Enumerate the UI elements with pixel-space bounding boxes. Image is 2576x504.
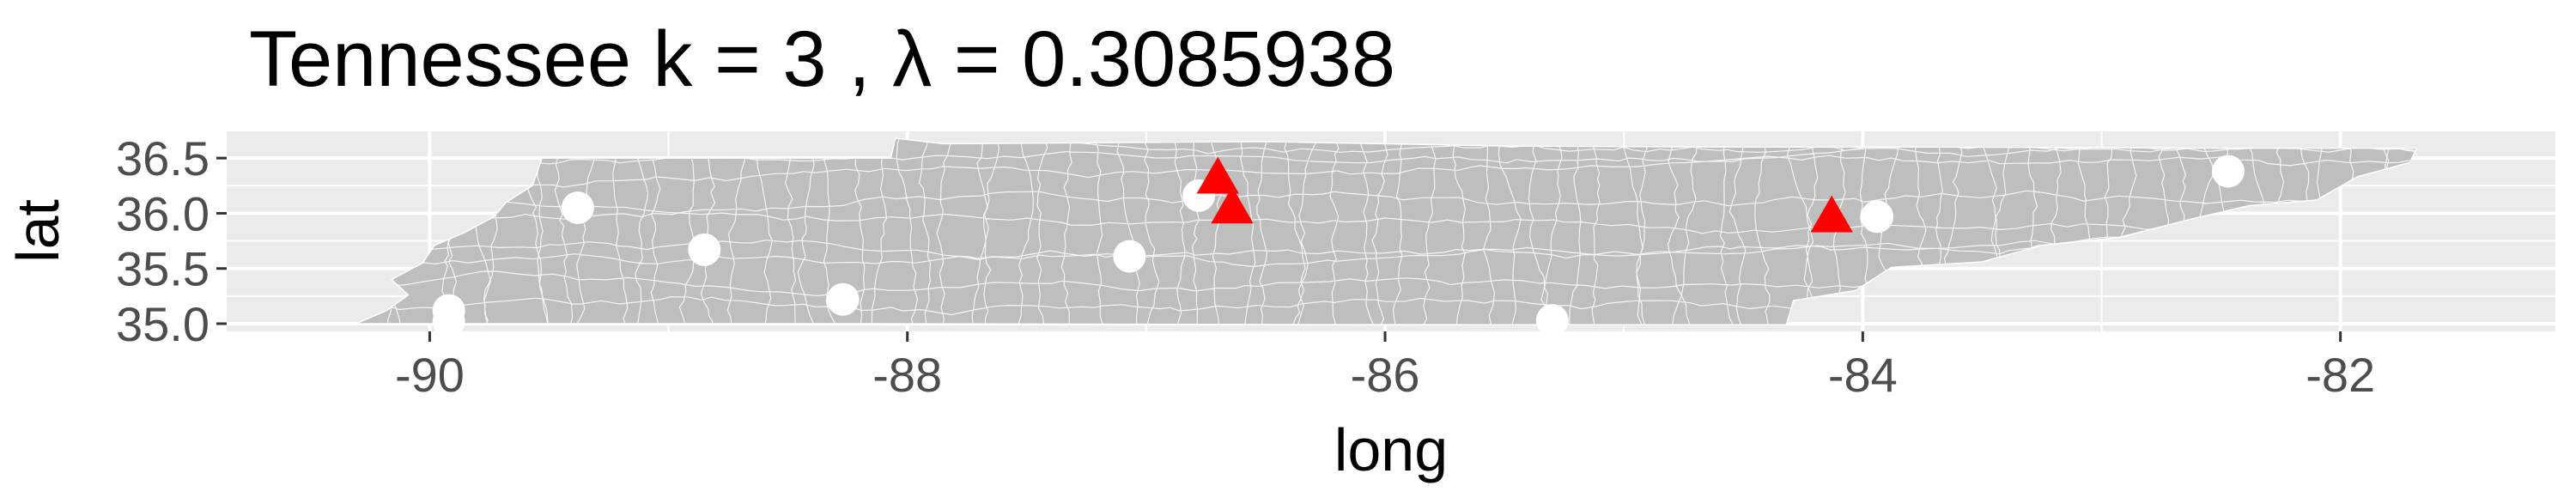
x-axis-title: long [1334,416,1448,483]
y-tick-label: 36.0 [116,186,210,240]
cluster-center-point [1211,186,1254,224]
tract-point [561,191,594,224]
tract-point [826,282,860,316]
x-tick-label: -82 [2306,348,2375,402]
y-axis-title: lat [4,199,71,263]
x-tick-label: -86 [1351,348,1420,402]
tract-point [1861,200,1894,234]
data-points [432,155,2245,338]
tract-point [1113,240,1146,273]
x-tick-label: -88 [872,348,942,402]
chart-title: Tennessee k = 3 , λ = 0.3085938 [249,15,1395,103]
cluster-center-point [1196,156,1239,194]
x-tick-label: -84 [1828,348,1898,402]
tract-point [688,233,721,266]
tract-point [1535,304,1569,337]
cluster-center-point [1810,195,1853,233]
y-tick-label: 35.0 [116,297,210,351]
y-tick-label: 35.5 [116,242,210,296]
y-tick-label: 36.5 [116,131,210,185]
tract-point [2211,155,2245,188]
tract-point [432,305,465,338]
x-tick-label: -90 [395,348,465,402]
axis-ticks: -90 -88 -86 -84 -82 35.035.536.036.5 [116,131,2375,402]
